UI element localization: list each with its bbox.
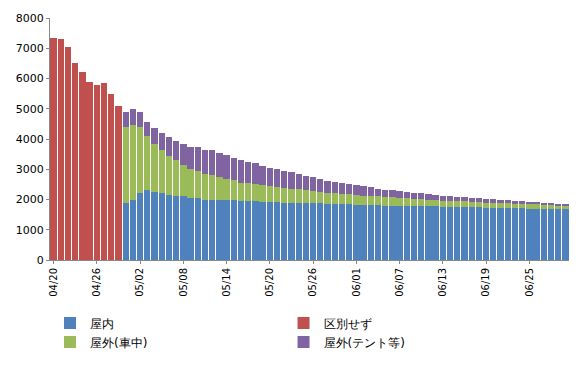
svg-text:06/19: 06/19 [480, 268, 491, 297]
svg-text:4000: 4000 [16, 133, 44, 146]
svg-text:屋内: 屋内 [90, 317, 114, 331]
svg-text:06/13: 06/13 [437, 268, 448, 297]
svg-text:5000: 5000 [16, 103, 44, 116]
svg-text:1000: 1000 [16, 224, 44, 237]
svg-text:区別せず: 区別せず [324, 317, 372, 331]
svg-text:屋外(テント等): 屋外(テント等) [324, 336, 405, 350]
svg-text:0: 0 [37, 254, 44, 267]
svg-text:3000: 3000 [16, 163, 44, 176]
svg-text:06/01: 06/01 [351, 268, 362, 297]
svg-text:6000: 6000 [16, 72, 44, 85]
svg-text:05/20: 05/20 [264, 268, 275, 297]
svg-text:8000: 8000 [16, 12, 44, 25]
svg-text:05/14: 05/14 [221, 268, 232, 297]
svg-text:04/20: 04/20 [48, 268, 59, 297]
svg-text:7000: 7000 [16, 42, 44, 55]
svg-text:04/26: 04/26 [91, 268, 102, 297]
svg-text:06/07: 06/07 [394, 268, 405, 297]
svg-text:05/02: 05/02 [134, 268, 145, 297]
svg-text:05/08: 05/08 [178, 268, 189, 297]
svg-text:屋外(車中): 屋外(車中) [90, 336, 147, 350]
svg-text:06/25: 06/25 [524, 268, 535, 297]
svg-text:05/26: 05/26 [307, 268, 318, 297]
svg-text:2000: 2000 [16, 193, 44, 206]
